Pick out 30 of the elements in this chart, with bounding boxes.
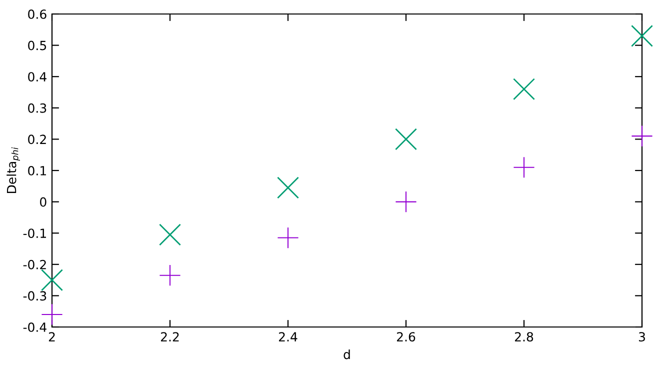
y-tick-label: 0.1: [28, 166, 46, 176]
x-tick-label: 2.8: [514, 332, 534, 342]
x-axis-title: d: [344, 350, 350, 360]
point: [395, 128, 417, 150]
point: [513, 78, 535, 100]
point: [160, 265, 180, 286]
y-tick-label: 0.3: [28, 103, 46, 113]
point: [396, 192, 416, 212]
x-tick-label: 3: [638, 332, 645, 342]
y-tick-label: -0.2: [23, 260, 46, 270]
y-tick-label: 0.2: [28, 134, 46, 144]
point: [41, 269, 63, 292]
y-tick-label: -0.4: [23, 322, 46, 332]
x-tick-label: 2.4: [278, 332, 298, 342]
y-axis-title: Delta$_{phi}$: [6, 147, 20, 193]
point: [278, 227, 298, 248]
x-tick-label: 2: [48, 332, 55, 342]
y-tick-label: -0.1: [23, 228, 46, 238]
x-tick-label: 2.6: [396, 332, 416, 342]
y-tick-label: -0.3: [23, 291, 46, 301]
point: [514, 157, 534, 178]
point: [159, 224, 181, 246]
point: [632, 126, 652, 146]
y-tick-label: 0: [40, 197, 46, 207]
y-tick-label: 0.5: [28, 40, 46, 50]
y-tick-label: 0.4: [28, 72, 46, 82]
point: [631, 24, 653, 47]
y-tick-label: 0.6: [28, 9, 46, 19]
point: [277, 176, 299, 199]
x-tick-label: 2.2: [160, 332, 179, 342]
